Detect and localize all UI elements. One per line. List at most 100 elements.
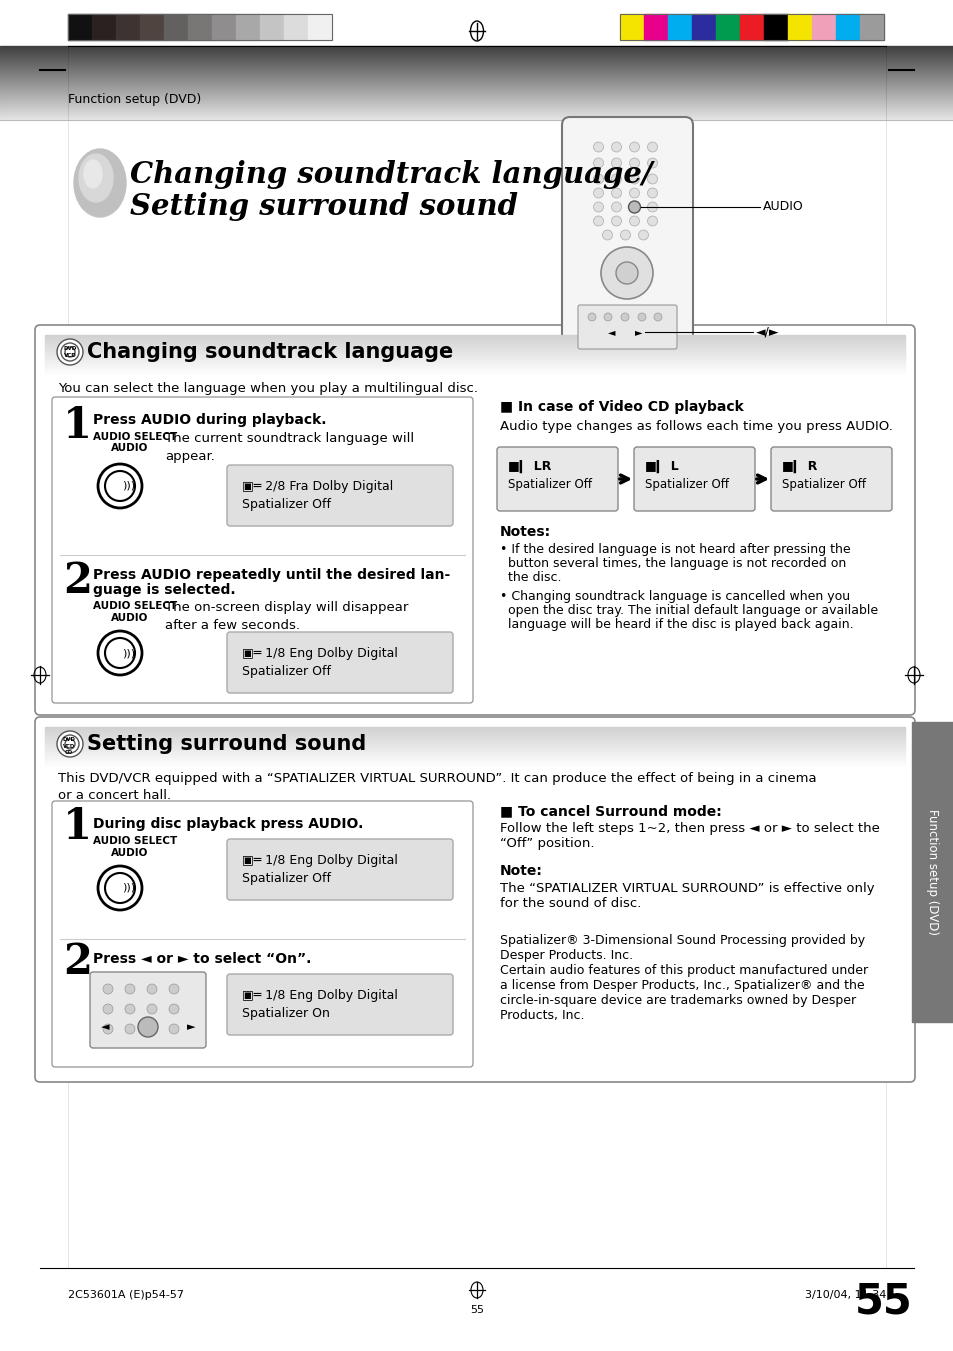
Text: CD: CD xyxy=(65,750,73,755)
Circle shape xyxy=(125,1004,135,1015)
Text: 55: 55 xyxy=(470,1305,483,1315)
Text: Changing soundtrack language/: Changing soundtrack language/ xyxy=(130,159,652,189)
Text: Setting surround sound: Setting surround sound xyxy=(87,734,366,754)
Bar xyxy=(811,14,835,41)
Bar xyxy=(691,14,716,41)
Circle shape xyxy=(169,984,179,994)
Circle shape xyxy=(169,1004,179,1015)
Text: 3/10/04, 11:34: 3/10/04, 11:34 xyxy=(803,1290,885,1300)
Bar xyxy=(716,14,740,41)
Text: a license from Desper Products, Inc., Spatializer® and the: a license from Desper Products, Inc., Sp… xyxy=(499,979,863,992)
Text: Changing soundtrack language: Changing soundtrack language xyxy=(87,342,453,362)
FancyBboxPatch shape xyxy=(227,839,453,900)
Text: Spatializer Off: Spatializer Off xyxy=(242,665,331,678)
Circle shape xyxy=(628,201,639,213)
Text: AUDIO: AUDIO xyxy=(762,200,803,213)
Text: AUDIO SELECT: AUDIO SELECT xyxy=(92,836,177,846)
Bar xyxy=(188,14,212,41)
FancyBboxPatch shape xyxy=(561,118,692,353)
Bar xyxy=(643,14,667,41)
Text: ◄: ◄ xyxy=(608,327,615,336)
Text: Spatializer Off: Spatializer Off xyxy=(242,871,331,885)
Circle shape xyxy=(105,873,135,902)
Circle shape xyxy=(593,158,603,168)
Circle shape xyxy=(61,735,79,753)
Text: The “SPATIALIZER VIRTUAL SURROUND” is effective only: The “SPATIALIZER VIRTUAL SURROUND” is ef… xyxy=(499,882,874,894)
Text: AUDIO SELECT: AUDIO SELECT xyxy=(92,601,177,611)
Circle shape xyxy=(611,158,620,168)
Text: 55: 55 xyxy=(854,1281,912,1323)
Text: Products, Inc.: Products, Inc. xyxy=(499,1009,584,1021)
Circle shape xyxy=(98,631,142,676)
FancyBboxPatch shape xyxy=(227,974,453,1035)
Text: Spatializer Off: Spatializer Off xyxy=(242,499,331,511)
Text: Press AUDIO repeatedly until the desired lan-: Press AUDIO repeatedly until the desired… xyxy=(92,567,450,582)
Circle shape xyxy=(647,216,657,226)
Text: Note:: Note: xyxy=(499,865,542,878)
Circle shape xyxy=(57,339,83,365)
Circle shape xyxy=(647,188,657,199)
Text: circle-in-square device are trademarks owned by Desper: circle-in-square device are trademarks o… xyxy=(499,994,855,1006)
Circle shape xyxy=(65,347,75,357)
Text: Press AUDIO during playback.: Press AUDIO during playback. xyxy=(92,413,326,427)
Text: Spatializer Off: Spatializer Off xyxy=(507,478,592,490)
Circle shape xyxy=(147,1024,157,1034)
Text: Spatializer On: Spatializer On xyxy=(242,1006,330,1020)
Text: 2: 2 xyxy=(63,561,91,603)
Text: ▣═ 1/8 Eng Dolby Digital: ▣═ 1/8 Eng Dolby Digital xyxy=(242,854,397,867)
Text: ◄: ◄ xyxy=(101,1021,110,1032)
Bar xyxy=(116,14,140,41)
Bar xyxy=(763,14,787,41)
Bar xyxy=(260,14,284,41)
Text: ■ In case of Video CD playback: ■ In case of Video CD playback xyxy=(499,400,743,413)
Ellipse shape xyxy=(84,159,102,188)
Circle shape xyxy=(638,313,645,322)
FancyBboxPatch shape xyxy=(634,447,754,511)
Circle shape xyxy=(105,471,135,501)
Text: This DVD/VCR equipped with a “SPATIALIZER VIRTUAL SURROUND”. It can produce the : This DVD/VCR equipped with a “SPATIALIZE… xyxy=(58,771,816,802)
Circle shape xyxy=(647,158,657,168)
FancyBboxPatch shape xyxy=(35,717,914,1082)
Text: ■▎ L: ■▎ L xyxy=(644,459,678,473)
Bar xyxy=(859,14,883,41)
Circle shape xyxy=(616,262,638,284)
Text: Notes:: Notes: xyxy=(499,526,551,539)
Circle shape xyxy=(629,158,639,168)
FancyBboxPatch shape xyxy=(52,801,473,1067)
Circle shape xyxy=(603,313,612,322)
Circle shape xyxy=(587,313,596,322)
FancyBboxPatch shape xyxy=(52,397,473,703)
Bar xyxy=(911,721,953,1021)
Circle shape xyxy=(125,984,135,994)
Bar xyxy=(667,14,691,41)
Circle shape xyxy=(138,1017,158,1038)
Text: VCD: VCD xyxy=(64,353,76,358)
Circle shape xyxy=(593,142,603,153)
Circle shape xyxy=(105,638,135,667)
Circle shape xyxy=(611,216,620,226)
Bar xyxy=(140,14,164,41)
Ellipse shape xyxy=(79,154,112,203)
Text: ■▎ R: ■▎ R xyxy=(781,459,817,473)
Circle shape xyxy=(638,230,648,240)
Circle shape xyxy=(611,203,620,212)
Circle shape xyxy=(611,188,620,199)
Text: • Changing soundtrack language is cancelled when you: • Changing soundtrack language is cancel… xyxy=(499,590,849,603)
Text: 2C53601A (E)p54-57: 2C53601A (E)p54-57 xyxy=(68,1290,184,1300)
Text: DVD: DVD xyxy=(63,738,76,742)
Text: ▣═ 1/8 Eng Dolby Digital: ▣═ 1/8 Eng Dolby Digital xyxy=(242,647,397,661)
FancyBboxPatch shape xyxy=(770,447,891,511)
Circle shape xyxy=(647,174,657,184)
Text: ))): ))) xyxy=(122,884,135,893)
Bar xyxy=(619,14,883,41)
Circle shape xyxy=(647,142,657,153)
Circle shape xyxy=(593,188,603,199)
Circle shape xyxy=(103,1004,112,1015)
Bar xyxy=(308,14,332,41)
Circle shape xyxy=(57,731,83,757)
Circle shape xyxy=(654,313,661,322)
Text: Function setup (DVD): Function setup (DVD) xyxy=(925,809,939,935)
Circle shape xyxy=(600,247,652,299)
Circle shape xyxy=(103,1024,112,1034)
Text: language will be heard if the disc is played back again.: language will be heard if the disc is pl… xyxy=(499,617,853,631)
